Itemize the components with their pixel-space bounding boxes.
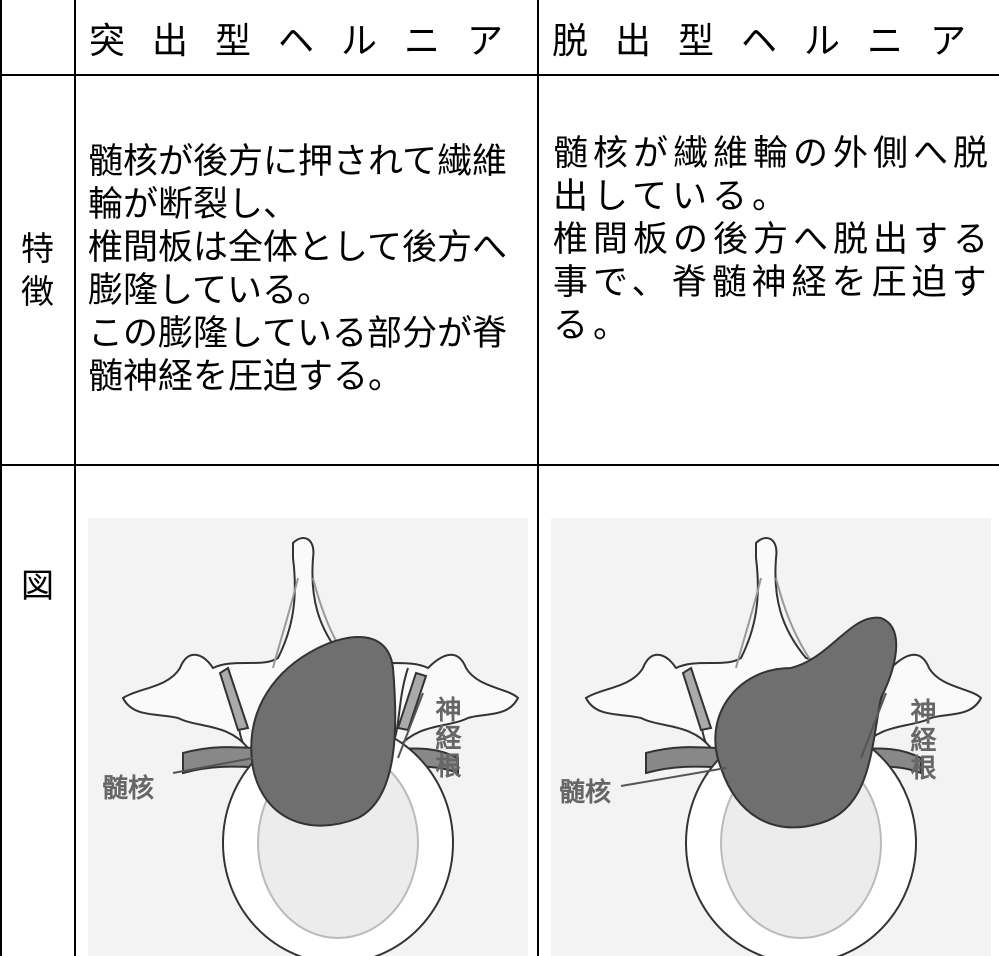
vertebra-drawing (121, 537, 520, 956)
paragraph: この膨隆している部分が脊髄神経を圧迫する。 (88, 314, 507, 397)
illustration: 髄核 神経根 (88, 518, 528, 956)
border (74, 0, 76, 956)
row-label-text: 特徴 (21, 229, 54, 311)
border (0, 74, 999, 76)
column-header: 突出型ヘルニア (89, 20, 531, 62)
paragraph: 椎間板は全体として後方へ膨隆している。 (88, 228, 507, 311)
nerve-root-label: 神経根 (431, 696, 461, 780)
nucleus-label: 髄核 (102, 774, 155, 804)
illustration: 髄核 神経根 (551, 518, 991, 956)
row-label: 図 (0, 465, 75, 705)
paragraph: 椎間板の後方へ脱出する事で、脊髄神経を圧迫する。 (553, 220, 994, 346)
column-header: 脱出型ヘルニア (552, 20, 994, 62)
description: 髄核が後方に押されて繊維輪が断裂し、 椎間板は全体として後方へ膨隆している。 こ… (75, 75, 538, 465)
vertebra-drawing (584, 537, 983, 956)
border (537, 0, 539, 956)
description: 髄核が繊維輪の外側へ脱出している。 椎間板の後方へ脱出する事で、脊髄神経を圧迫す… (538, 75, 999, 465)
border (0, 464, 999, 466)
row-label-text: 図 (21, 565, 54, 605)
nerve-root-label: 神経根 (906, 698, 936, 782)
nucleus-label: 髄核 (559, 778, 612, 808)
row-label: 特徴 (0, 75, 75, 465)
paragraph: 髄核が繊維輪の外側へ脱出している。 (553, 134, 994, 217)
paragraph: 髄核が後方に押されて繊維輪が断裂し、 (88, 142, 507, 225)
border (0, 0, 2, 956)
